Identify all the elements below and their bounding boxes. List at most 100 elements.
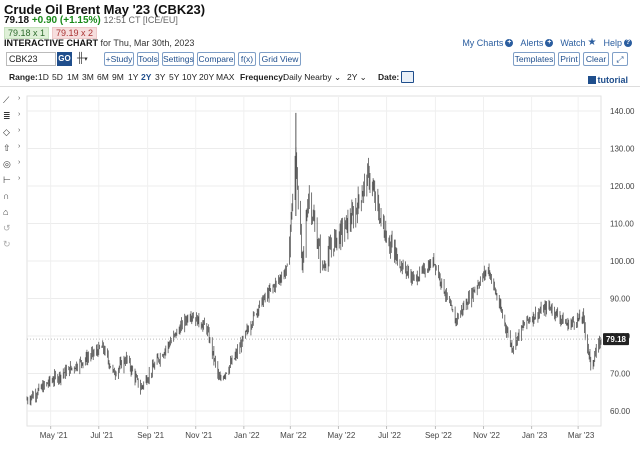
x-tick-label: May '21 (40, 431, 68, 440)
range-20y[interactable]: 20Y (199, 72, 215, 82)
tutorial-link[interactable]: tutorial (587, 75, 629, 85)
undo-tool[interactable]: ↺ (3, 223, 25, 236)
y-tick-label: 60.00 (610, 407, 631, 416)
magnet-tool[interactable]: ∩ (3, 191, 25, 204)
print-button[interactable]: Print (558, 52, 580, 66)
frequency-select[interactable]: Daily Nearby ⌄ (283, 72, 341, 83)
period-select[interactable]: 2Y ⌄ (347, 72, 367, 83)
chart-date: for Thu, Mar 30th, 2023 (100, 38, 195, 48)
range-2y[interactable]: 2Y (141, 72, 152, 82)
range-1y[interactable]: 1Y (128, 72, 139, 82)
help-label: Help (603, 37, 622, 48)
range-1m[interactable]: 1M (67, 72, 79, 82)
add-study-button[interactable]: +Study (104, 52, 134, 66)
last-price: 79.18 (4, 15, 30, 26)
chevron-down-icon: ⌄ (359, 72, 367, 82)
x-tick-label: Jul '22 (378, 431, 401, 440)
frequency-value: Daily Nearby (283, 72, 332, 82)
expand-button[interactable]: ⤢ (612, 52, 628, 66)
range-6m[interactable]: 6M (97, 72, 109, 82)
circle-icon: ◎ (3, 159, 11, 169)
last-price-label: 79.18 (606, 335, 627, 344)
shape-tool[interactable]: ◇ › (3, 127, 25, 140)
alerts-label: Alerts (520, 37, 544, 48)
x-tick-label: May '22 (328, 431, 356, 440)
tutorial-icon (587, 76, 596, 84)
expand-icon: ⤢ (616, 54, 624, 64)
arrow-tool[interactable]: ⇧ › (3, 143, 25, 156)
templates-button[interactable]: Templates (513, 52, 555, 66)
x-tick-label: Sep '21 (137, 431, 164, 440)
undo-icon: ↺ (3, 223, 11, 233)
y-tick-label: 70.00 (610, 370, 631, 379)
frequency-label: Frequency: (240, 72, 286, 82)
redo-tool[interactable]: ↻ (3, 239, 25, 252)
chart-subtitle: INTERACTIVE CHART for Thu, Mar 30th, 202… (4, 38, 194, 48)
range-5d[interactable]: 5D (52, 72, 63, 82)
plus-circle-icon: + (505, 38, 514, 47)
chart-kind: INTERACTIVE CHART (4, 38, 98, 48)
chart-toolbar: GO ╫▾ +Study Tools Settings Compare f(x)… (0, 50, 640, 70)
help-icon: ? (624, 38, 632, 47)
chevron-right-icon: › (18, 175, 21, 182)
compare-button[interactable]: Compare (197, 52, 235, 66)
tutorial-label: tutorial (597, 75, 629, 85)
redo-icon: ↻ (3, 239, 11, 249)
chevron-right-icon: › (18, 95, 21, 102)
range-label: Range: (9, 72, 38, 82)
price-change: +0.90 (+1.15%) (31, 15, 101, 26)
chevron-right-icon: › (18, 127, 21, 134)
date-label: Date: (378, 72, 400, 82)
range-9m[interactable]: 9M (112, 72, 124, 82)
fib-tool[interactable]: ≣ › (3, 111, 25, 124)
go-button[interactable]: GO (57, 52, 72, 66)
chevron-down-icon: ⌄ (334, 72, 342, 82)
tools-button[interactable]: Tools (137, 52, 159, 66)
annotation-tool[interactable]: ◎ › (3, 159, 25, 172)
range-10y[interactable]: 10Y (182, 72, 198, 82)
my-charts-link[interactable]: My Charts + (462, 38, 514, 48)
line-tool[interactable]: ⟋ › (3, 95, 25, 108)
calendar-icon[interactable] (401, 71, 414, 83)
last-price-badge (603, 333, 629, 346)
range-1d[interactable]: 1D (38, 72, 49, 82)
bid-ask: 79.18 x 1 79.19 x 2 (4, 27, 98, 39)
x-tick-label: Nov '21 (185, 431, 212, 440)
range-3m[interactable]: 3M (82, 72, 94, 82)
chart-type-selector[interactable]: ╫▾ (77, 53, 88, 64)
quote-timestamp: 12:51 CT [ICE/EU] (103, 15, 178, 25)
range-max[interactable]: MAX (216, 72, 235, 82)
x-tick-label: Jan '22 (234, 431, 260, 440)
y-tick-label: 90.00 (610, 295, 631, 304)
x-tick-label: Mar '22 (280, 431, 307, 440)
symbol-input[interactable] (6, 52, 56, 66)
grid-view-button[interactable]: Grid View (259, 52, 301, 66)
range-bar: Range: 1D 5D 1M 3M 6M 9M 1Y 2Y 3Y 5Y 10Y… (0, 71, 640, 85)
bid-badge: 79.18 x 1 (4, 27, 50, 39)
lock-tool[interactable]: ⌂ (3, 207, 25, 220)
line-icon: ⟋ (3, 95, 10, 105)
instrument-title: Crude Oil Brent May '23 (CBK23) (4, 2, 206, 17)
x-tick-label: Sep '22 (425, 431, 452, 440)
chevron-down-icon: ▾ (84, 56, 88, 63)
range-5y[interactable]: 5Y (169, 72, 180, 82)
y-tick-label: 140.00 (610, 107, 635, 116)
clear-button[interactable]: Clear (583, 52, 609, 66)
help-link[interactable]: Help ? (603, 38, 632, 48)
x-tick-label: Jan '23 (522, 431, 548, 440)
settings-button[interactable]: Settings (162, 52, 194, 66)
alerts-link[interactable]: Alerts + (520, 37, 554, 48)
measure-tool[interactable]: ⊢ › (3, 175, 25, 188)
top-links: My Charts + Alerts + Watch ★ Help ? (462, 37, 632, 48)
magnet-icon: ∩ (3, 191, 10, 201)
chevron-right-icon: › (18, 159, 21, 166)
range-3y[interactable]: 3Y (155, 72, 166, 82)
x-tick-label: Nov '22 (473, 431, 500, 440)
lock-icon: ⌂ (3, 207, 9, 217)
y-tick-label: 100.00 (610, 257, 635, 266)
watch-link[interactable]: Watch ★ (560, 37, 596, 48)
chevron-right-icon: › (18, 111, 21, 118)
star-icon: ★ (587, 37, 597, 48)
fx-button[interactable]: f(x) (238, 52, 256, 66)
